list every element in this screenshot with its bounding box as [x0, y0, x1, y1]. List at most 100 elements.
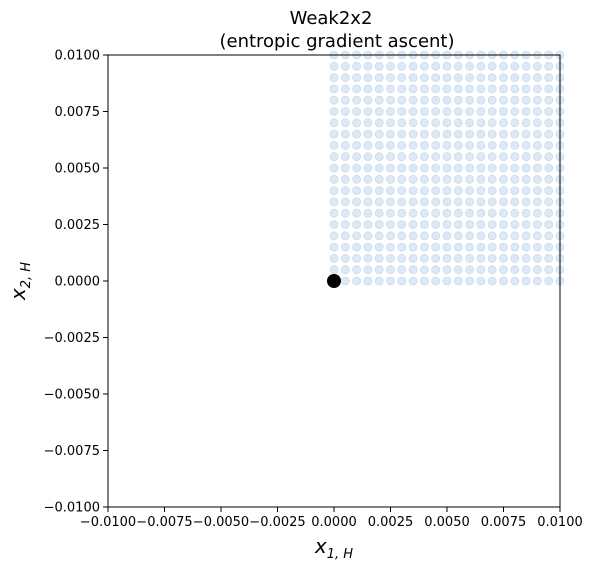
- scatter-point-start: [419, 129, 429, 139]
- scatter-point-start: [442, 242, 452, 252]
- x-tick-label: 0.0050: [424, 515, 470, 530]
- scatter-point-start: [374, 276, 384, 286]
- x-tick-label: 0.0025: [368, 515, 414, 530]
- scatter-point-start: [397, 84, 407, 94]
- scatter-point-start: [397, 186, 407, 196]
- scatter-point-start: [374, 265, 384, 275]
- scatter-point-start: [431, 174, 441, 184]
- scatter-point-start: [408, 84, 418, 94]
- x-tick-label: −0.0050: [193, 515, 249, 530]
- scatter-point-start: [442, 208, 452, 218]
- scatter-point-start: [419, 276, 429, 286]
- scatter-point-start: [476, 231, 486, 241]
- scatter-point-start: [374, 197, 384, 207]
- scatter-point-start: [487, 197, 497, 207]
- scatter-point-start: [544, 107, 554, 116]
- scatter-point-start: [363, 253, 373, 263]
- scatter-point-start: [397, 61, 407, 71]
- scatter-point-start: [453, 152, 463, 162]
- y-tick-label: 0.0025: [55, 218, 101, 233]
- scatter-point-start: [487, 129, 497, 139]
- scatter-point-start: [510, 174, 520, 184]
- scatter-point-start: [510, 61, 520, 71]
- scatter-point-start: [465, 129, 475, 139]
- scatter-point-start: [521, 61, 531, 71]
- scatter-point-start: [397, 118, 407, 128]
- scatter-point-start: [510, 163, 520, 173]
- scatter-point-start: [397, 174, 407, 184]
- scatter-point-start: [431, 242, 441, 252]
- scatter-point-start: [510, 95, 520, 105]
- scatter-point-start: [431, 84, 441, 94]
- scatter-point-start: [544, 174, 554, 184]
- scatter-point-start: [374, 220, 384, 229]
- scatter-point-start: [510, 118, 520, 128]
- x-axis-label-base: x: [314, 534, 327, 558]
- scatter-point-start: [476, 208, 486, 218]
- scatter-point-start: [533, 174, 542, 184]
- scatter-point-start: [442, 197, 452, 207]
- scatter-point-start: [453, 265, 463, 275]
- x-axis-label-subscript: 1, H: [327, 547, 354, 562]
- scatter-point-start: [487, 208, 497, 218]
- scatter-point-start: [419, 118, 429, 128]
- scatter-point-start: [521, 242, 531, 252]
- scatter-point-start: [499, 118, 508, 128]
- scatter-point-start: [521, 220, 531, 229]
- scatter-point-start: [544, 242, 554, 252]
- scatter-point-start: [419, 197, 429, 207]
- scatter-point-start: [476, 129, 486, 139]
- x-tick-label: −0.0025: [249, 515, 305, 530]
- scatter-point-start: [465, 253, 475, 263]
- scatter-point-start: [340, 265, 350, 275]
- scatter-point-start: [374, 129, 384, 139]
- scatter-point-start: [499, 242, 508, 252]
- scatter-point-start: [329, 174, 339, 184]
- y-tick-label: −0.0025: [44, 331, 100, 346]
- scatter-point-start: [363, 95, 373, 105]
- scatter-point-start: [340, 84, 350, 94]
- scatter-point-start: [533, 276, 542, 286]
- scatter-point-start: [340, 253, 350, 263]
- scatter-point-start: [453, 220, 463, 229]
- scatter-point-start: [408, 208, 418, 218]
- scatter-point-start: [499, 265, 508, 275]
- scatter-point-start: [352, 253, 362, 263]
- scatter-point-start: [476, 174, 486, 184]
- scatter-point-start: [465, 186, 475, 196]
- scatter-point-start: [465, 61, 475, 71]
- scatter-point-start: [499, 197, 508, 207]
- scatter-point-start: [487, 140, 497, 150]
- scatter-point-start: [431, 197, 441, 207]
- scatter-point-start: [352, 220, 362, 229]
- scatter-point-start: [419, 140, 429, 150]
- scatter-point-start: [340, 95, 350, 105]
- scatter-point-start: [487, 265, 497, 275]
- scatter-point-start: [521, 107, 531, 116]
- y-tick-label: −0.0075: [44, 444, 100, 459]
- scatter-point-start: [397, 253, 407, 263]
- scatter-point-start: [487, 253, 497, 263]
- scatter-point-start: [419, 61, 429, 71]
- scatter-point-start: [408, 253, 418, 263]
- scatter-point-start: [521, 163, 531, 173]
- scatter-point-start: [374, 163, 384, 173]
- scatter-point-start: [487, 95, 497, 105]
- scatter-point-start: [453, 140, 463, 150]
- scatter-point-start: [431, 129, 441, 139]
- scatter-point-start: [386, 242, 395, 252]
- scatter-point-start: [442, 107, 452, 116]
- scatter-point-start: [397, 220, 407, 229]
- scatter-point-start: [352, 208, 362, 218]
- scatter-point-start: [374, 208, 384, 218]
- scatter-point-start: [340, 220, 350, 229]
- scatter-point-start: [386, 129, 395, 139]
- scatter-point-start: [397, 73, 407, 82]
- scatter-point-start: [386, 84, 395, 94]
- scatter-point-start: [442, 73, 452, 82]
- x-tick-label: −0.0075: [136, 515, 192, 530]
- scatter-point-start: [340, 140, 350, 150]
- scatter-point-start: [363, 163, 373, 173]
- scatter-point-start: [374, 152, 384, 162]
- scatter-point-converged: [327, 274, 341, 288]
